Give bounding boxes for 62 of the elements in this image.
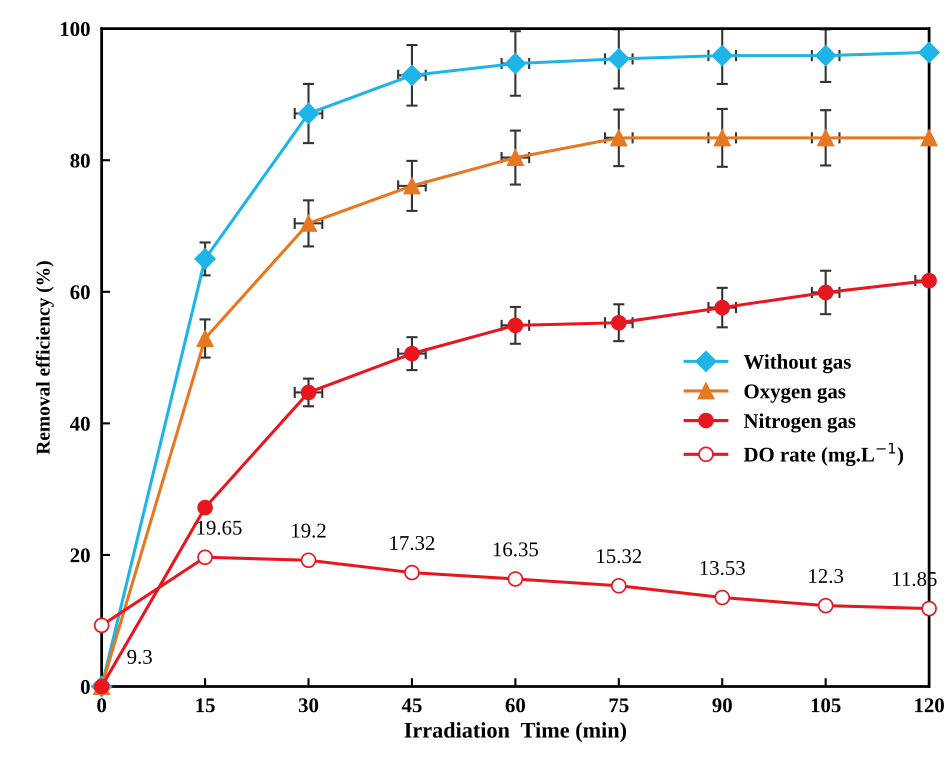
data-label: 19.65 <box>197 520 242 535</box>
data-label: 15.32 <box>597 549 642 564</box>
point <box>401 64 423 86</box>
point <box>921 600 937 616</box>
y-tick-label: 20 <box>70 548 90 562</box>
x-tick-label: 30 <box>298 698 318 712</box>
point <box>508 318 524 334</box>
point <box>610 129 628 146</box>
legend-label: Without gas <box>744 354 851 374</box>
x-tick-label: 0 <box>97 698 106 712</box>
point <box>506 149 524 166</box>
point <box>404 346 420 362</box>
data-label: 19.2 <box>292 524 326 538</box>
y-axis-title: Removal efficiency (%) <box>36 261 54 454</box>
point <box>508 571 524 587</box>
point <box>197 549 213 566</box>
point <box>298 102 320 124</box>
point <box>94 618 110 634</box>
point <box>403 177 420 194</box>
data-label: 12.3 <box>809 569 844 584</box>
point <box>300 552 316 568</box>
point <box>197 500 213 516</box>
x-tick-label: 60 <box>506 698 525 712</box>
point <box>608 48 630 70</box>
point <box>921 272 937 288</box>
x-tick-label: 90 <box>712 698 732 712</box>
point <box>817 129 834 146</box>
point <box>818 598 834 614</box>
y-tick-label: 80 <box>70 154 90 168</box>
point <box>714 590 730 606</box>
data-label: 9.3 <box>127 650 152 664</box>
point <box>920 129 938 146</box>
point <box>712 44 733 66</box>
data-label: 16.35 <box>494 542 538 556</box>
point <box>196 330 214 347</box>
point <box>194 248 216 270</box>
x-tick-label: 120 <box>915 698 944 712</box>
point <box>611 578 627 594</box>
legend-label: DO rate (mg.L$^{−1}$) <box>744 442 904 466</box>
data-label: 17.32 <box>390 536 434 550</box>
y-tick-label: 40 <box>70 416 90 431</box>
y-tick-label: 60 <box>70 285 90 300</box>
x-tick-label: 45 <box>402 698 422 712</box>
y-tick-label: 0 <box>80 680 90 694</box>
point <box>714 129 731 146</box>
point <box>611 314 627 330</box>
point <box>504 52 526 74</box>
x-tick-label: 75 <box>610 698 628 712</box>
data-label: 13.53 <box>700 560 745 576</box>
legend-label: Nitrogen gas <box>744 413 856 432</box>
legend-label: Oxygen gas <box>744 384 846 403</box>
point <box>818 284 834 300</box>
point <box>815 44 836 66</box>
x-tick-label: 15 <box>196 698 215 712</box>
x-axis-title: Irradiation Time (min) <box>404 722 626 742</box>
y-tick-label: 100 <box>60 22 90 36</box>
x-tick-label: 105 <box>812 698 841 712</box>
point <box>404 564 420 580</box>
point <box>300 384 316 400</box>
point <box>300 214 317 232</box>
point <box>714 300 730 316</box>
point <box>918 42 940 63</box>
